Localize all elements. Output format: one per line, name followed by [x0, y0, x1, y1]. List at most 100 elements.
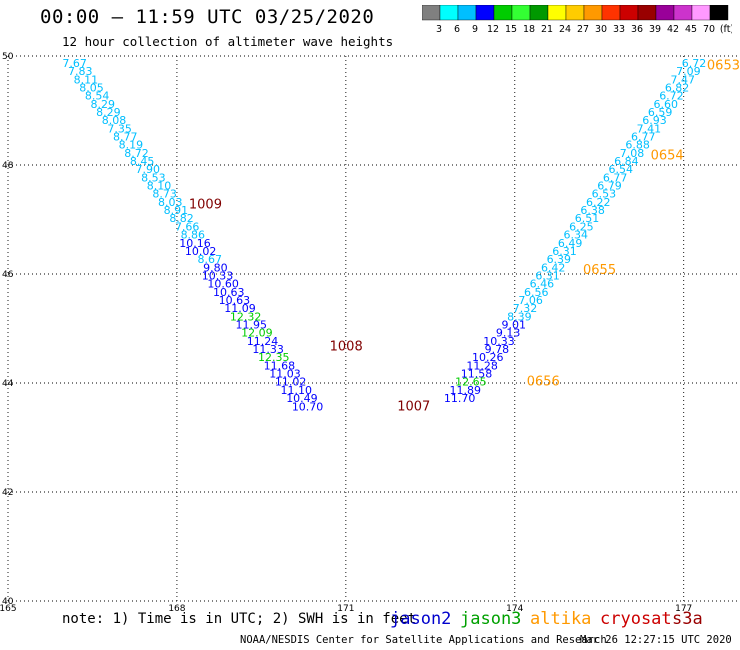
track1-wave-label: 7.67: [62, 57, 87, 70]
time-label: 0655: [583, 263, 616, 278]
track2-wave-label: 6.51: [575, 212, 600, 225]
track1-wave-label: 12.35: [258, 351, 290, 364]
colorbar-label: 70: [703, 24, 715, 35]
colorbar-label: 9: [472, 24, 478, 35]
track2-wave-label: 10.26: [472, 351, 504, 364]
track1-wave-label: 10.60: [207, 278, 239, 291]
legend-altika: altika: [530, 609, 592, 629]
track2-wave-label: 6.31: [535, 269, 560, 282]
track1-wave-label: 8.11: [74, 73, 99, 86]
track1-wave-label: 7.83: [68, 65, 93, 78]
colorbar-label: (ft): [720, 24, 732, 35]
track2-wave-label: 7.08: [620, 147, 645, 160]
credit-line: NOAA/NESDIS Center for Satellite Applica…: [240, 634, 607, 646]
track2-wave-label: 11.89: [449, 384, 481, 397]
track2-wave-label: 9.01: [502, 319, 527, 332]
colorbar-label: 6: [454, 24, 460, 35]
track2-wave-label: 6.39: [547, 253, 572, 266]
track2-wave-label: 6.42: [541, 261, 566, 274]
track1-wave-label: 10.33: [202, 269, 234, 282]
track1-wave-label: 12.32: [230, 310, 262, 323]
colorbar-label: 36: [631, 24, 643, 35]
y-tick-label: 40: [2, 597, 14, 607]
colorbar-label: 15: [505, 24, 517, 35]
track2-wave-label: 9.78: [485, 343, 510, 356]
track1-wave-label: 11.95: [236, 319, 268, 332]
legend-jason2: jason2: [390, 609, 452, 629]
track2-wave-label: 12.65: [455, 376, 487, 389]
legend-jason3: jason3: [460, 609, 522, 629]
page-subtitle: 12 hour collection of altimeter wave hei…: [62, 34, 394, 49]
track2-wave-label: 6.77: [603, 171, 628, 184]
time-label: 0656: [527, 375, 560, 390]
colorbar-label: 33: [613, 24, 625, 35]
track2-wave-label: 6.25: [569, 220, 594, 233]
y-tick-label: 48: [2, 161, 14, 171]
track1-wave-label: 8.91: [164, 204, 189, 217]
time-label: 1008: [330, 339, 363, 354]
track2-wave-label: 6.79: [597, 180, 622, 193]
track1-wave-label: 8.03: [158, 196, 183, 209]
track1-wave-label: 10.70: [292, 400, 324, 413]
colorbar-swatch: [709, 5, 729, 21]
track1-wave-label: 8.67: [197, 253, 222, 266]
colorbar-label: 3: [436, 24, 442, 35]
track1-wave-label: 10.63: [213, 286, 245, 299]
track2-wave-label: 6.49: [558, 237, 583, 250]
track2-wave-label: 6.72: [659, 90, 684, 103]
y-tick-label: 46: [2, 270, 14, 280]
track1-wave-label: 11.02: [275, 376, 307, 389]
track2-wave-label: 6.31: [552, 245, 577, 258]
track1-wave-label: 8.77: [113, 130, 138, 143]
track1-wave-label: 11.68: [264, 359, 296, 372]
track1-wave-label: 7.66: [175, 220, 200, 233]
track1-wave-label: 8.73: [152, 188, 177, 201]
track2-wave-label: 6.38: [580, 204, 605, 217]
track1-wave-label: 8.19: [119, 139, 144, 152]
track2-wave-label: 7.09: [676, 65, 701, 78]
track2-wave-label: 6.88: [625, 139, 650, 152]
time-label: 0654: [651, 149, 684, 164]
track1-wave-label: 11.33: [252, 343, 284, 356]
colorbar-label: 45: [685, 24, 697, 35]
track1-wave-label: 10.16: [179, 237, 211, 250]
track1-wave-label: 8.53: [141, 171, 166, 184]
track1-wave-label: 8.45: [130, 155, 155, 168]
track1-wave-label: 8.05: [79, 81, 104, 94]
track2-wave-label: 6.93: [642, 114, 667, 127]
track2-wave-label: 8.39: [507, 310, 532, 323]
y-tick-label: 42: [2, 488, 13, 498]
track2-wave-label: 6.82: [665, 81, 690, 94]
track1-wave-label: 11.10: [281, 384, 313, 397]
colorbar-label: 30: [595, 24, 607, 35]
track2-wave-label: 11.28: [466, 359, 498, 372]
x-tick-label: 165: [0, 604, 17, 614]
track1-wave-label: 8.29: [96, 106, 121, 119]
track2-wave-label: 6.22: [586, 196, 611, 209]
track1-wave-label: 10.49: [286, 392, 318, 405]
page-title: 00:00 – 11:59 UTC 03/25/2020: [40, 6, 375, 28]
colorbar-label: 39: [649, 24, 661, 35]
track2-wave-label: 11.70: [444, 392, 476, 405]
colorbar-label: 12: [487, 24, 499, 35]
track2-wave-label: 6.60: [654, 98, 679, 111]
colorbar-label: 24: [559, 24, 571, 35]
track1-wave-label: 10.63: [219, 294, 251, 307]
colorbar-label: 18: [523, 24, 535, 35]
track2-wave-label: 7.32: [513, 302, 538, 315]
track2-wave-label: 7.41: [637, 122, 662, 135]
time-label: 1007: [397, 399, 430, 414]
y-tick-label: 50: [2, 52, 14, 62]
track2-wave-label: 6.34: [563, 229, 588, 242]
track2-wave-label: 6.72: [682, 57, 707, 70]
colorbar-label: 42: [667, 24, 679, 35]
track2-wave-label: 10.33: [483, 335, 515, 348]
x-tick-label: 177: [675, 604, 692, 614]
track1-wave-label: 8.72: [124, 147, 149, 160]
colorbar-label: 27: [577, 24, 589, 35]
track1-wave-label: 12.09: [241, 327, 273, 340]
generation-timestamp: Mar 26 12:27:15 UTC 2020: [580, 634, 732, 646]
track2-wave-label: 7.47: [670, 73, 695, 86]
track2-wave-label: 6.53: [592, 188, 617, 201]
